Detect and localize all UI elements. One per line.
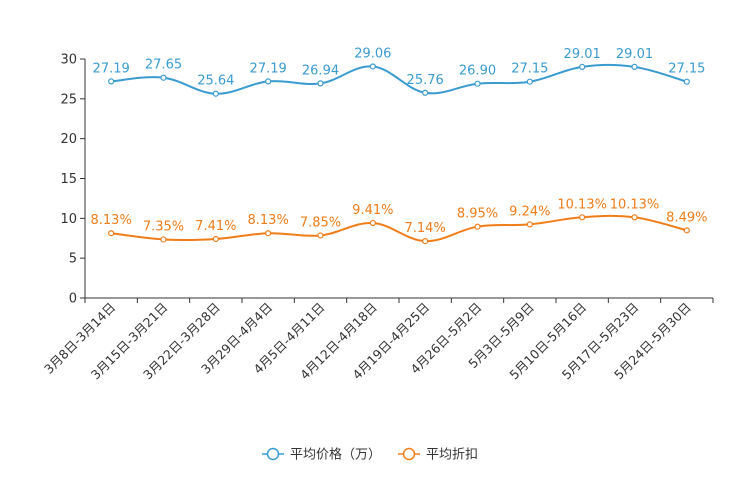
data-label: 8.49% <box>666 210 707 225</box>
data-point <box>108 230 115 237</box>
y-tick-label: 15 <box>60 172 77 187</box>
data-label: 8.95% <box>457 207 498 222</box>
legend-label: 平均价格（万） <box>290 447 381 463</box>
series-line <box>111 214 688 243</box>
data-point <box>369 219 376 227</box>
data-point <box>212 235 219 243</box>
data-point <box>422 89 429 96</box>
data-point <box>108 78 115 85</box>
data-label: 7.41% <box>195 219 236 234</box>
series-line <box>111 63 688 95</box>
data-point <box>160 74 167 81</box>
data-label: 10.13% <box>557 197 607 212</box>
data-label: 25.76 <box>407 73 444 88</box>
legend-item-0[interactable]: 平均价格（万） <box>262 447 381 463</box>
y-tick-label: 30 <box>60 53 77 68</box>
legend-marker-icon <box>266 447 280 461</box>
y-axis: 0 5 10 15 20 25 30 <box>60 53 86 307</box>
data-point <box>160 236 167 243</box>
legend-item-1[interactable]: 平均折扣 <box>398 448 478 463</box>
data-label: 26.90 <box>459 64 496 79</box>
data-label: 10.13% <box>610 197 660 212</box>
data-label: 26.94 <box>302 63 339 78</box>
y-tick-label: 0 <box>69 292 77 307</box>
x-axis: 3月8日-3月14日3月15日-3月21日3月22日-3月28日3月29日-4月… <box>41 297 714 382</box>
data-point <box>683 78 690 85</box>
data-point <box>631 63 638 70</box>
legend[interactable]: 平均价格（万） 平均折扣 <box>262 447 478 463</box>
data-label: 27.19 <box>250 61 287 76</box>
data-label: 9.24% <box>509 204 550 219</box>
data-point <box>474 80 481 87</box>
data-point <box>265 230 272 237</box>
data-label: 7.85% <box>300 215 341 230</box>
data-point <box>683 227 690 234</box>
series-layer: 27.19 27.65 25.64 27.19 26.94 29.06 25.76 26.90… <box>91 46 707 245</box>
data-point <box>212 90 219 97</box>
data-label: 25.64 <box>197 74 234 89</box>
series-0: 27.19 27.65 25.64 27.19 26.94 29.06 25.76 26.90… <box>93 46 705 97</box>
y-tick-label: 5 <box>69 252 77 267</box>
data-point <box>579 214 586 221</box>
data-label: 27.15 <box>668 62 705 77</box>
series-1: 8.13% 7.35% 7.41% 8.13% 7.85% 9.41% 7.14% 8.95%… <box>91 197 707 245</box>
data-point <box>579 63 586 70</box>
data-label: 27.15 <box>511 62 548 77</box>
data-point <box>265 78 272 85</box>
data-point <box>474 223 481 230</box>
data-label: 29.01 <box>616 47 653 62</box>
data-label: 8.13% <box>91 213 132 228</box>
legend-marker-icon <box>402 447 416 461</box>
data-label: 29.01 <box>564 47 601 62</box>
y-tick-label: 25 <box>60 92 77 107</box>
data-point <box>526 78 533 85</box>
data-point <box>631 214 638 221</box>
y-tick-label: 20 <box>60 132 77 147</box>
data-label: 29.06 <box>354 46 391 61</box>
legend-label: 平均折扣 <box>426 448 478 463</box>
data-label: 7.14% <box>405 221 446 236</box>
data-label: 7.35% <box>143 219 184 234</box>
data-label: 9.41% <box>352 203 393 218</box>
data-point <box>526 221 533 228</box>
y-tick-label: 10 <box>60 212 77 227</box>
data-point <box>422 238 429 245</box>
data-point <box>317 232 324 239</box>
data-label: 27.65 <box>145 58 182 73</box>
data-label: 8.13% <box>248 213 289 228</box>
data-point <box>317 80 324 87</box>
data-point <box>369 63 376 70</box>
data-label: 27.19 <box>93 61 130 76</box>
